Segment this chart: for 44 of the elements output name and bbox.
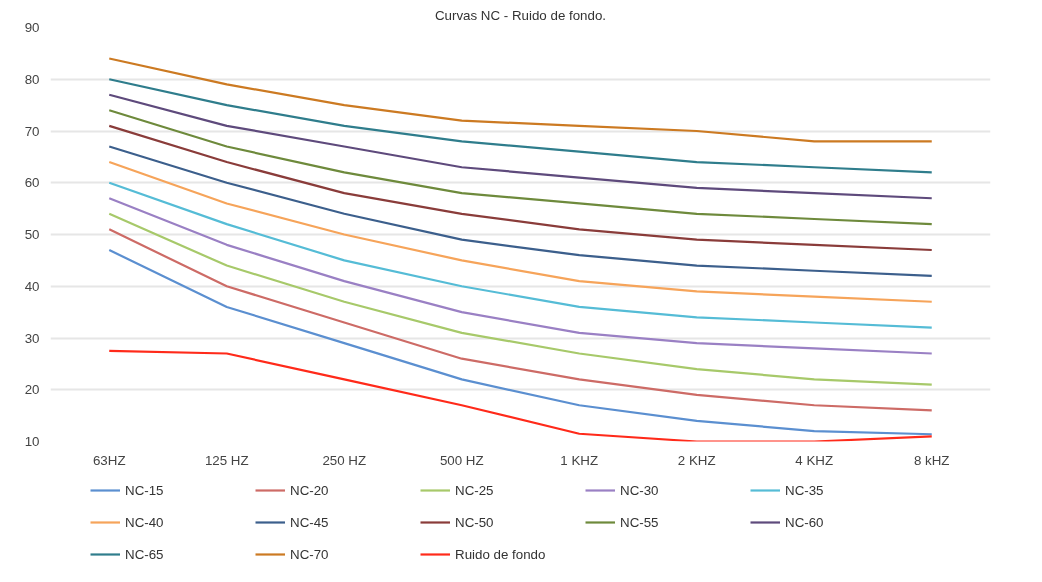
legend-label: NC-15 xyxy=(125,482,165,498)
y-tick-label: 70 xyxy=(24,123,40,139)
legend-label: NC-45 xyxy=(290,514,330,530)
line-series xyxy=(108,78,933,174)
legend-label: NC-40 xyxy=(125,514,165,530)
y-tick-label: 20 xyxy=(24,382,40,398)
legend-label: NC-70 xyxy=(290,546,330,562)
chart-title: Curvas NC - Ruido de fondo. xyxy=(434,7,607,23)
legend-label: NC-20 xyxy=(290,482,330,498)
y-tick-label: 80 xyxy=(24,71,40,87)
legend-label: NC-25 xyxy=(455,482,495,498)
line-series xyxy=(108,57,933,143)
line-series xyxy=(108,212,933,386)
legend-label: NC-55 xyxy=(620,514,660,530)
y-tick-label: 40 xyxy=(24,278,40,294)
line-series xyxy=(108,228,933,412)
x-tick-label: 500 HZ xyxy=(439,452,484,468)
x-tick-label: 125 HZ xyxy=(204,452,249,468)
legend-label: NC-65 xyxy=(125,546,165,562)
x-tick-label: 1 KHZ xyxy=(560,452,599,468)
x-tick-label: 2 KHZ xyxy=(677,452,716,468)
legend-label: Ruido de fondo xyxy=(455,546,547,562)
line-series xyxy=(108,197,933,355)
line-series xyxy=(108,109,933,226)
x-tick-label: 8 kHZ xyxy=(913,452,950,468)
y-tick-label: 10 xyxy=(24,434,40,449)
line-series xyxy=(108,145,933,277)
y-tick-label: 90 xyxy=(24,20,40,35)
legend-label: NC-50 xyxy=(455,514,495,530)
legend-label: NC-30 xyxy=(620,482,660,498)
x-tick-label: 63HZ xyxy=(92,452,126,468)
line-series xyxy=(108,181,933,329)
legend-label: NC-35 xyxy=(785,482,825,498)
line-series xyxy=(108,160,933,303)
x-tick-label: 4 KHZ xyxy=(795,452,834,468)
y-tick-label: 50 xyxy=(24,227,40,242)
x-tick-label: 250 HZ xyxy=(322,452,367,468)
line-series xyxy=(108,349,933,442)
line-series xyxy=(108,93,933,200)
y-tick-label: 30 xyxy=(24,330,40,346)
line-series xyxy=(108,248,933,436)
line-series xyxy=(108,124,933,252)
legend-label: NC-60 xyxy=(785,514,825,530)
y-tick-label: 60 xyxy=(24,175,40,191)
